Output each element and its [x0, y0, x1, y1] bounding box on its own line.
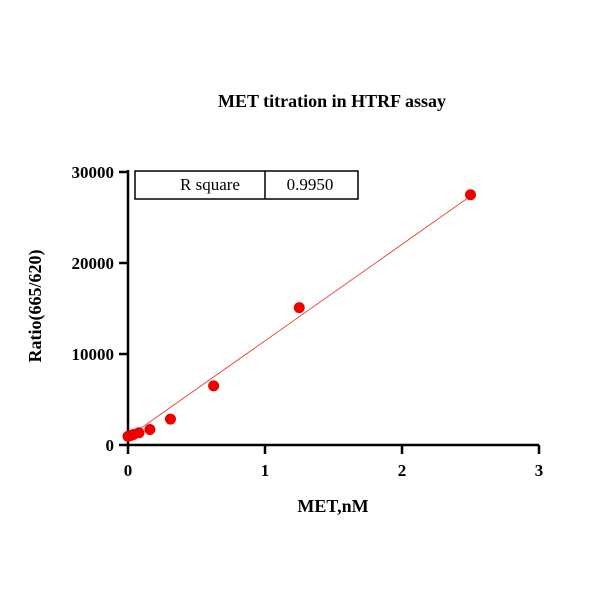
x-axis-label: MET,nM	[297, 496, 368, 516]
data-point	[164, 413, 176, 425]
data-point	[144, 424, 156, 436]
linear-fit-line	[127, 195, 471, 438]
y-tick-label: 10000	[72, 345, 115, 364]
fit-line-group	[127, 195, 471, 438]
y-tick-label: 20000	[72, 254, 115, 273]
data-point	[293, 302, 305, 314]
x-tick-label: 2	[398, 461, 407, 480]
x-tick-label: 1	[261, 461, 270, 480]
data-point	[465, 189, 476, 201]
y-tick-label: 0	[106, 436, 115, 455]
x-ticks: 0 1 2 3	[124, 445, 544, 480]
y-axis-label: Ratio(665/620)	[25, 250, 46, 363]
y-ticks: 0 10000 20000 30000	[72, 163, 128, 455]
data-point	[133, 427, 145, 439]
r-square-table: R square 0.9950	[134, 170, 359, 200]
x-tick-label: 3	[535, 461, 544, 480]
data-point	[208, 380, 220, 392]
r-square-value: 0.9950	[287, 175, 334, 194]
axes	[126, 170, 539, 447]
x-tick-label: 0	[124, 461, 133, 480]
r-square-label: R square	[180, 175, 240, 194]
points-group	[122, 189, 476, 442]
r-square-table-border	[134, 170, 359, 200]
y-tick-label: 30000	[72, 163, 115, 182]
chart-title: MET titration in HTRF assay	[218, 91, 446, 111]
